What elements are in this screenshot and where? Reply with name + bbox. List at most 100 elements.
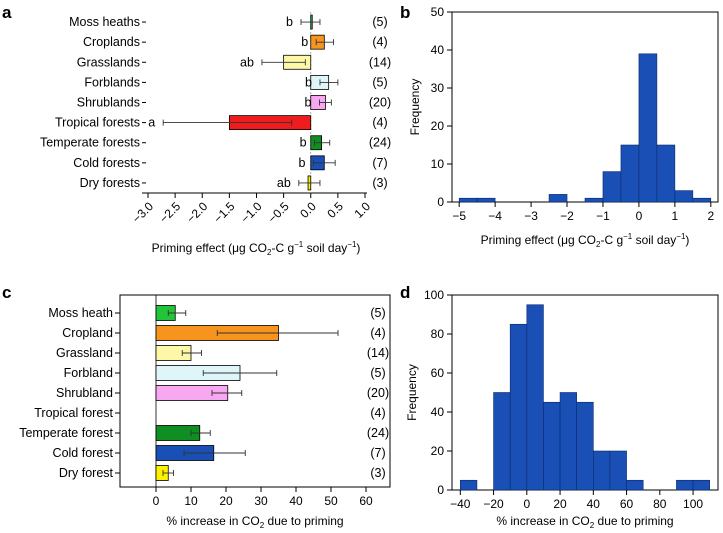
- x-tick-label-a: −3.0: [129, 199, 156, 226]
- panel-letter-d: d: [400, 283, 410, 302]
- category-label-a: Tropical forests: [55, 116, 140, 130]
- panel-a: −3.0 −2.5 −2.0 −1.5 −1.0 −0.5 0.0 0.5 1.0 Moss he…: [40, 12, 391, 257]
- x-tick-label-c: 0: [153, 494, 160, 508]
- category-label-c: Forbland: [64, 366, 113, 380]
- x-tick-label-d: 40: [587, 497, 601, 511]
- histogram-bar-d: [493, 392, 511, 491]
- x-tick-label-c: 10: [184, 494, 198, 508]
- x-tick-label-c: 20: [219, 494, 233, 508]
- x-tick-label-a: −1.0: [238, 199, 265, 226]
- histogram-bar-b: [692, 197, 712, 203]
- x-tick-label-b: 1: [672, 209, 679, 223]
- histogram-bar-d: [593, 450, 611, 491]
- n-label-c: (14): [367, 346, 389, 360]
- x-tick-label-d: −20: [483, 497, 504, 511]
- x-tick-label-c: 60: [359, 494, 373, 508]
- x-axis-title-c: % increase in CO2 due to priming: [166, 514, 343, 530]
- histogram-bar-b: [458, 197, 478, 203]
- n-label-a: (3): [372, 176, 387, 190]
- y-tick-label-d: 60: [431, 366, 445, 380]
- n-label-c: (4): [370, 406, 385, 420]
- histogram-bar-d: [609, 450, 627, 491]
- n-label-c: (24): [367, 426, 389, 440]
- category-label-c: Tropical forest: [34, 406, 113, 420]
- panel-letter-b: b: [400, 3, 410, 22]
- n-label-c: (7): [370, 446, 385, 460]
- x-tick-label-d: −40: [450, 497, 471, 511]
- y-tick-label-d: 0: [437, 483, 444, 497]
- category-label-a: Dry forests: [80, 176, 140, 190]
- x-tick-label-b: 0: [636, 209, 643, 223]
- x-tick-label-b: 2: [707, 209, 714, 223]
- histogram-bar-b: [476, 197, 496, 203]
- category-label-a: Cold forests: [73, 156, 140, 170]
- y-tick-label-b: 50: [431, 5, 445, 19]
- x-axis-title-a: Priming effect (μg CO2-C g−1 soil day−1): [152, 240, 361, 257]
- n-label-a: (24): [369, 136, 391, 150]
- y-tick-label-d: 20: [431, 444, 445, 458]
- n-label-c: (20): [367, 386, 389, 400]
- x-axis-title-d: % increase in CO2 due to priming: [496, 514, 673, 530]
- panel-c: 0 10 20 30 40 50 60 Moss heath (5) Cropland (4) Gra…: [19, 294, 391, 530]
- category-label-a: Shrublands: [77, 96, 140, 110]
- x-tick-label-a: 0.5: [324, 199, 346, 221]
- x-tick-label-d: 20: [553, 497, 567, 511]
- y-axis-title-d: Frequency: [405, 364, 419, 421]
- n-label-c: (3): [370, 466, 385, 480]
- category-label-a: Moss heaths: [69, 15, 140, 29]
- category-label-a: Croplands: [83, 35, 140, 49]
- n-label-a: (14): [369, 55, 391, 69]
- y-tick-label-b: 30: [431, 81, 445, 95]
- x-tick-label-d: 100: [683, 497, 703, 511]
- category-label-a: Temperate forests: [40, 136, 140, 150]
- histogram-bar-b: [548, 194, 568, 203]
- n-label-a: (4): [372, 35, 387, 49]
- x-tick-label-a: −1.5: [211, 199, 238, 226]
- x-tick-label-b: −4: [488, 209, 502, 223]
- n-label-a: (7): [372, 156, 387, 170]
- histogram-bar-d: [576, 401, 594, 491]
- category-label-c: Temperate forest: [19, 426, 113, 440]
- y-axis-title-b: Frequency: [408, 79, 422, 136]
- panel-letter-c: c: [2, 283, 11, 302]
- category-label-c: Grassland: [56, 346, 113, 360]
- x-tick-label-a: −2.5: [157, 199, 184, 226]
- histogram-bar-b: [602, 171, 622, 203]
- histogram-bar-d: [460, 479, 478, 491]
- histogram-bar-b: [620, 144, 640, 203]
- significance-letter-a: b: [301, 35, 308, 49]
- n-label-c: (5): [370, 306, 385, 320]
- histogram-bar-d: [626, 479, 644, 491]
- x-axis-title-b: Priming effect (μg CO2-C g−1 soil day−1): [481, 232, 690, 249]
- x-tick-label-a: 1.0: [351, 199, 373, 221]
- x-tick-label-a: −0.5: [265, 199, 292, 226]
- n-label-a: (5): [372, 15, 387, 29]
- x-tick-label-b: −3: [524, 209, 538, 223]
- histogram-bar-d: [526, 304, 544, 491]
- x-tick-label-b: −2: [560, 209, 574, 223]
- histogram-bar-d: [676, 479, 694, 491]
- histogram-bar-d: [692, 479, 710, 491]
- x-tick-label-a: 0.0: [297, 199, 319, 221]
- plot-frame-c: [119, 294, 391, 488]
- y-tick-label-b: 40: [431, 43, 445, 57]
- category-label-a: Forblands: [84, 75, 140, 89]
- x-tick-label-a: −2.0: [184, 199, 211, 226]
- category-label-c: Cropland: [62, 326, 113, 340]
- y-tick-label-b: 20: [431, 119, 445, 133]
- histogram-bar-d: [509, 323, 528, 491]
- x-tick-label-d: 60: [620, 497, 634, 511]
- significance-letter-a: ab: [277, 176, 291, 190]
- histogram-bar-d: [543, 401, 561, 491]
- significance-letter-a: b: [305, 75, 312, 89]
- x-tick-label-c: 50: [324, 494, 338, 508]
- significance-letter-a: b: [300, 136, 307, 150]
- significance-letter-a: b: [304, 96, 311, 110]
- panel-b: −5 −4 −3 −2 −1 0 1 201020304050FrequencyPriming…: [408, 5, 719, 249]
- histogram-bar-d: [559, 392, 577, 491]
- significance-letter-a: ab: [240, 55, 254, 69]
- significance-letter-a: b: [299, 156, 306, 170]
- category-label-c: Dry forest: [59, 466, 114, 480]
- category-label-c: Moss heath: [48, 306, 113, 320]
